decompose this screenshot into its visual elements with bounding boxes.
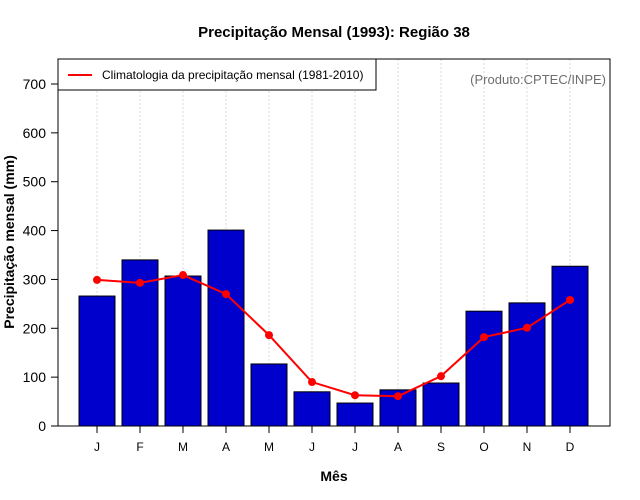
bar-3 xyxy=(207,229,245,427)
x-tick-label: D xyxy=(566,440,575,454)
x-tick-label: S xyxy=(437,440,445,454)
climatology-line xyxy=(93,271,574,401)
bar-11 xyxy=(551,265,589,427)
x-tick-label: M xyxy=(264,440,274,454)
y-axis-label: Precipitação mensal (mm) xyxy=(1,155,17,329)
legend-entry: Climatologia da precipitação mensal (198… xyxy=(102,68,363,82)
x-axis-label: Mês xyxy=(320,468,347,484)
x-tick-label: J xyxy=(94,440,100,454)
x-tick-label: F xyxy=(136,440,143,454)
chart-title: Precipitação Mensal (1993): Região 38 xyxy=(198,24,470,41)
bar-10 xyxy=(508,302,546,427)
climatology-point-6 xyxy=(351,391,359,400)
climatology-point-5 xyxy=(308,378,316,387)
climatology-point-11 xyxy=(566,295,574,304)
x-tick-label: J xyxy=(309,440,315,454)
climatology-point-7 xyxy=(394,392,402,401)
bar-1 xyxy=(121,259,159,427)
legend-box xyxy=(57,58,377,91)
x-tick-label: A xyxy=(394,440,402,454)
bar-2 xyxy=(164,275,202,427)
y-tick-label: 300 xyxy=(23,271,47,287)
x-tick-label: A xyxy=(222,440,230,454)
bar-8 xyxy=(422,382,460,427)
bar-0 xyxy=(78,295,116,427)
climatology-point-3 xyxy=(222,290,230,299)
y-tick-label: 700 xyxy=(23,76,47,92)
climatology-point-10 xyxy=(523,323,531,332)
climatology-point-0 xyxy=(93,275,101,284)
y-tick-label: 100 xyxy=(23,369,47,385)
climatology-point-2 xyxy=(179,271,187,280)
climatology-polyline xyxy=(96,273,571,398)
bar-4 xyxy=(250,363,288,427)
x-tick-label: M xyxy=(178,440,188,454)
bar-5 xyxy=(293,391,331,427)
bars xyxy=(78,229,589,427)
bar-9 xyxy=(465,310,503,427)
y-axis: 0 100 200 300 400 500 600 700 xyxy=(23,76,59,434)
x-tick-label: N xyxy=(523,440,532,454)
y-tick-label: 400 xyxy=(23,223,47,239)
x-tick-label: J xyxy=(352,440,358,454)
legend: Climatologia da precipitação mensal (198… xyxy=(57,58,377,91)
climatology-point-4 xyxy=(265,331,273,340)
y-tick-label: 500 xyxy=(23,174,47,190)
x-tick-label: O xyxy=(479,440,488,454)
credit-annotation: (Produto:CPTEC/INPE) xyxy=(470,72,606,87)
y-tick-label: 600 xyxy=(23,125,47,141)
climatology-point-1 xyxy=(136,278,144,287)
climatology-point-9 xyxy=(480,333,488,342)
y-tick-label: 0 xyxy=(38,418,46,434)
y-tick-label: 200 xyxy=(23,320,47,336)
climatology-point-8 xyxy=(437,372,445,381)
bar-6 xyxy=(336,402,374,427)
